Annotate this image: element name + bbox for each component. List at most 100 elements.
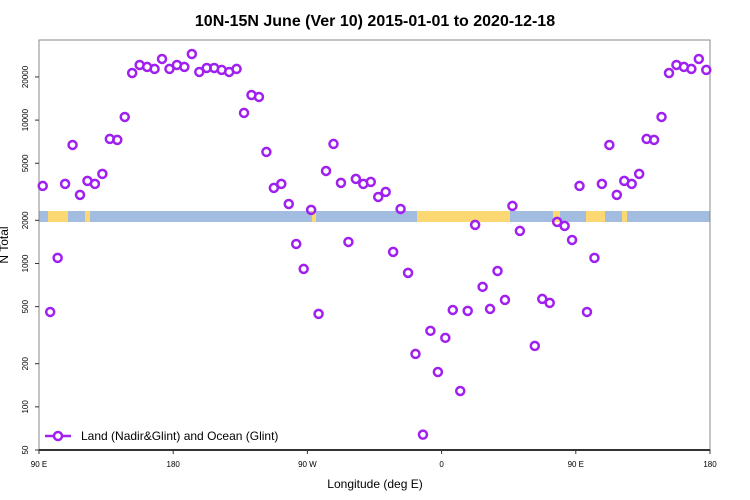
data-point [298, 263, 309, 275]
data-point [119, 111, 130, 123]
data-point [372, 191, 384, 203]
data-point [112, 134, 123, 146]
data-point [454, 385, 466, 397]
y-tick-label: 20000 [21, 65, 30, 88]
data-point [626, 178, 637, 190]
land-patch [622, 211, 627, 222]
data-point [566, 234, 578, 246]
land-patch [48, 211, 68, 222]
data-point [290, 238, 302, 250]
y-tick-label: 5000 [21, 154, 30, 172]
y-tick-label: 10000 [21, 108, 30, 131]
data-point [410, 348, 421, 360]
data-point [44, 306, 56, 318]
data-point [67, 139, 78, 151]
data-point [686, 63, 697, 75]
data-point [268, 182, 280, 194]
data-point [74, 189, 86, 201]
data-point [320, 165, 332, 177]
y-tick-label: 200 [21, 356, 30, 370]
y-tick-label: 2000 [21, 211, 30, 229]
data-point [559, 220, 570, 232]
data-point [469, 219, 481, 231]
data-point [537, 293, 548, 305]
data-point [387, 246, 399, 258]
data-point [350, 173, 362, 185]
data-point [97, 168, 108, 180]
data-point [52, 252, 63, 264]
data-point [432, 366, 444, 378]
data-point [231, 63, 242, 75]
x-tick-label: 0 [439, 460, 444, 469]
data-point [701, 64, 712, 76]
plot-frame [38, 39, 711, 451]
data-point [663, 67, 675, 79]
data-point [484, 303, 496, 315]
data-point [447, 304, 459, 316]
y-tick-label: 100 [21, 400, 30, 414]
data-point [507, 200, 518, 212]
data-point [365, 176, 377, 188]
data-point [343, 236, 354, 248]
x-tick-label: 90 W [298, 460, 317, 469]
data-point [477, 281, 488, 293]
data-point [544, 297, 555, 309]
data-point [335, 177, 347, 189]
x-tick-label: 90 E [31, 460, 47, 469]
data-point [380, 186, 391, 198]
data-point [395, 203, 406, 215]
data-point [425, 325, 436, 337]
data-point [59, 178, 71, 190]
data-point [283, 198, 295, 210]
data-point [417, 429, 429, 440]
land-patch [586, 211, 605, 222]
data-point [149, 63, 160, 75]
x-axis-label: Longitude (deg E) [327, 477, 422, 491]
data-point [402, 267, 414, 279]
legend-marker [52, 430, 64, 442]
data-point [551, 216, 563, 228]
y-axis-label: N Total [0, 226, 11, 263]
data-point [656, 111, 667, 123]
data-point [126, 67, 138, 79]
data-point [648, 134, 660, 146]
data-point [156, 53, 168, 65]
data-point [611, 189, 623, 201]
data-point [276, 178, 287, 190]
ocean-band [39, 211, 710, 222]
data-point [589, 252, 600, 264]
y-tick-label: 50 [21, 445, 30, 454]
data-point [89, 178, 101, 190]
data-point [179, 61, 190, 73]
data-point [194, 66, 205, 78]
x-tick-label: 180 [167, 460, 181, 469]
land-ocean-strip [39, 211, 710, 222]
data-point [462, 305, 473, 317]
y-tick-label: 500 [21, 299, 30, 313]
data-point [305, 204, 317, 216]
data-point [313, 308, 324, 320]
data-point [253, 91, 265, 103]
data-point [186, 48, 198, 60]
data-point [574, 180, 585, 192]
x-tick-label: 180 [703, 460, 717, 469]
land-patch [553, 211, 560, 222]
land-patch [417, 211, 510, 222]
y-tick-label: 1000 [21, 254, 30, 272]
legend-label: Land (Nadir&Glint) and Ocean (Glint) [81, 429, 278, 443]
data-point [514, 225, 526, 237]
data-point [238, 107, 250, 119]
data-point [499, 294, 511, 306]
data-point [261, 146, 272, 158]
data-point [581, 306, 593, 318]
data-point [492, 265, 503, 277]
x-tick-label: 90 E [568, 460, 584, 469]
data-point [328, 138, 339, 150]
data-point [604, 139, 615, 151]
data-point [596, 178, 608, 190]
chart-title: 10N-15N June (Ver 10) 2015-01-01 to 2020… [195, 13, 555, 30]
data-point [693, 53, 705, 65]
data-point [633, 168, 645, 180]
